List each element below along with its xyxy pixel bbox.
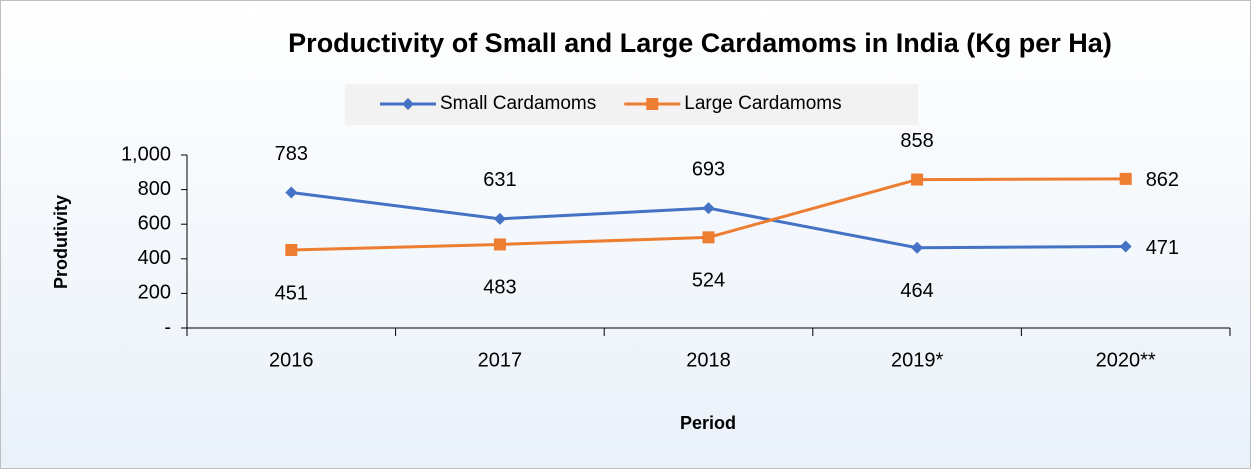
marker: [493, 238, 506, 251]
y-tick-label: 1,000: [121, 143, 171, 165]
y-tick-label: -: [164, 316, 171, 338]
data-label: 693: [692, 158, 725, 180]
marker: [702, 231, 715, 244]
y-tick-label: 400: [138, 247, 171, 269]
marker: [285, 186, 298, 199]
y-tick-label: 600: [138, 212, 171, 234]
marker: [646, 98, 659, 110]
marker: [1119, 172, 1132, 185]
x-tick-label: 2016: [269, 349, 314, 371]
legend-label: Large Cardamoms: [684, 93, 841, 114]
x-tick-label: 2019*: [891, 349, 943, 371]
marker: [702, 202, 715, 215]
y-tick-label: 800: [138, 178, 171, 200]
data-label: 451: [275, 282, 308, 304]
data-label: 783: [275, 143, 308, 165]
data-label: 862: [1146, 169, 1179, 191]
marker: [285, 243, 298, 256]
x-tick-label: 2017: [478, 349, 523, 371]
marker: [911, 173, 924, 186]
data-label: 524: [692, 270, 725, 292]
x-axis-title: Period: [680, 413, 736, 433]
marker: [1119, 240, 1132, 253]
data-label: 471: [1146, 237, 1179, 259]
legend-label: Small Cardamoms: [440, 93, 596, 114]
data-label: 464: [900, 280, 933, 302]
data-label: 483: [483, 277, 516, 299]
x-tick-label: 2018: [686, 349, 731, 371]
data-label: 631: [483, 169, 516, 191]
marker: [911, 241, 924, 254]
x-tick-label: 2020**: [1096, 349, 1156, 371]
data-label: 858: [900, 130, 933, 152]
y-tick-label: 200: [138, 282, 171, 304]
chart-title: Productivity of Small and Large Cardamom…: [288, 28, 1112, 58]
y-axis-title: Produtivity: [51, 195, 71, 289]
marker: [493, 212, 506, 225]
marker: [402, 98, 414, 110]
